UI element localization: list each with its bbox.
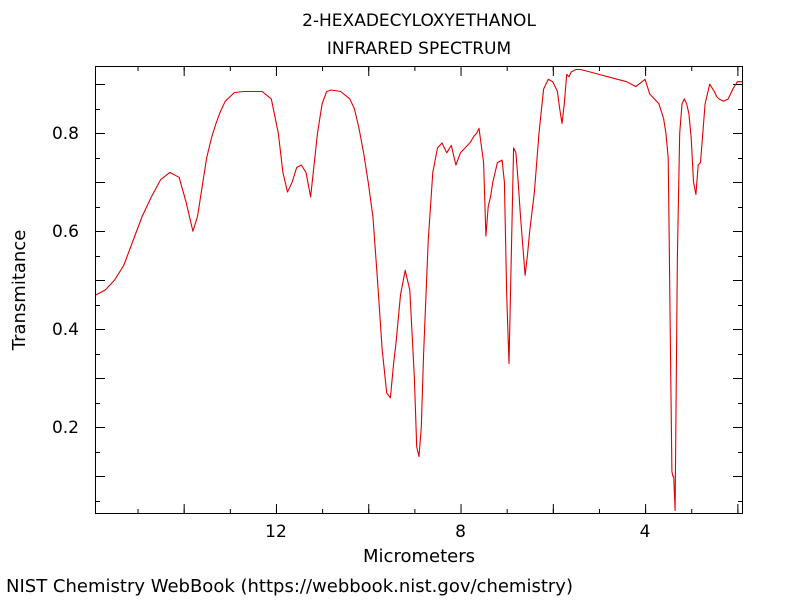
x-tick-label: 12 [265, 522, 287, 542]
y-tick-label: 0.8 [52, 124, 79, 144]
source-credit: NIST Chemistry WebBook (https://webbook.… [6, 576, 573, 597]
y-tick-label: 0.4 [52, 320, 79, 340]
tick-labels: 12 8 4 0.2 0.4 0.6 0.8 [52, 124, 651, 542]
y-tick-label: 0.2 [52, 418, 79, 438]
y-tick-label: 0.6 [52, 222, 79, 242]
y-axis-label: Transmitance [9, 230, 30, 352]
x-tick-label: 8 [455, 522, 466, 542]
spectrum-line [95, 68, 742, 512]
chart-subtitle: INFRARED SPECTRUM [326, 39, 512, 59]
x-axis-label: Micrometers [363, 546, 475, 567]
tick-marks [96, 67, 742, 513]
chart-title: 2-HEXADECYLOXYETHANOL [302, 11, 536, 31]
plot-frame [95, 66, 743, 514]
x-tick-label: 4 [640, 522, 651, 542]
